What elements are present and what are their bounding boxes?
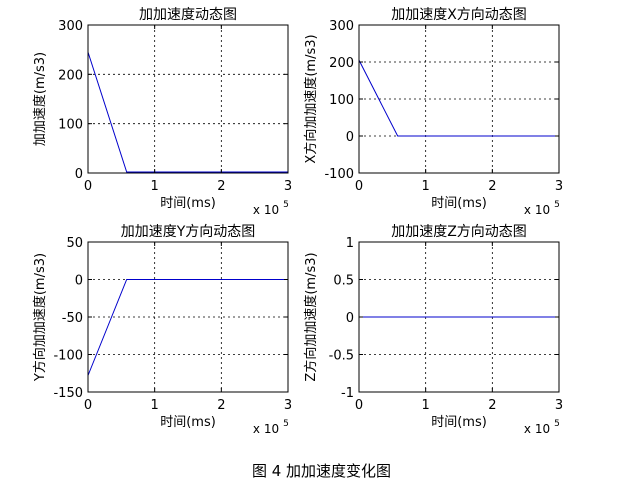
y-tick-label: 100 [58,118,83,133]
axes-box [87,24,289,174]
x-tick-label: 1 [422,179,430,194]
y-axis-label: Y方向加加速度(m/s3) [32,253,48,382]
x-tick-label: 3 [284,179,292,194]
y-tick-label: 300 [329,19,354,34]
x-tick-label: 3 [555,398,563,413]
x-tick-label: 1 [422,398,430,413]
y-tick-label: 0.5 [333,274,354,289]
chart-title: 加加速度Z方向动态图 [391,224,527,240]
x-exponent-label: x 10 [253,422,279,436]
y-tick-label: 200 [329,56,354,71]
x-axis-label: 时间(ms) [160,196,216,211]
x-tick-label: 2 [217,398,225,413]
x-tick-label: 2 [488,179,496,194]
y-tick-label: 100 [329,93,354,108]
chart-title: 加加速度Y方向动态图 [121,224,256,240]
x-tick-label: 0 [355,398,363,413]
y-tick-label: 300 [58,19,83,34]
x-exponent-power: 5 [283,419,289,429]
x-tick-label: 3 [555,179,563,194]
y-tick-label: 200 [58,68,83,83]
x-exponent-power: 5 [554,419,560,429]
y-tick-label: 0 [346,130,354,145]
plot-area [88,25,288,173]
y-axis-label: 加加速度(m/s3) [32,52,48,146]
x-exponent-power: 5 [283,200,289,210]
chart-title: 加加速度动态图 [139,7,237,23]
x-tick-label: 2 [488,398,496,413]
x-tick-label: 0 [84,179,92,194]
x-exponent-label: x 10 [524,203,550,217]
y-tick-label: -150 [53,386,83,401]
x-exponent-power: 5 [554,200,560,210]
x-tick-label: 0 [355,179,363,194]
y-tick-label: -100 [53,349,83,364]
figure-caption: 图 4 加加速度变化图 [251,462,392,480]
y-tick-label: 1 [346,236,354,251]
x-tick-label: 0 [84,398,92,413]
y-tick-label: -100 [324,167,354,182]
x-tick-label: 2 [217,179,225,194]
y-axis-label: X方向加加速度(m/s3) [303,34,319,163]
x-axis-label: 时间(ms) [160,415,216,430]
y-tick-label: -50 [62,311,83,326]
y-tick-label: -1 [341,386,354,401]
x-axis-label: 时间(ms) [431,415,487,430]
x-axis-label: 时间(ms) [431,196,487,211]
x-tick-label: 1 [151,179,159,194]
y-tick-label: 0 [75,274,83,289]
y-tick-label: 50 [66,236,83,251]
x-tick-label: 3 [284,398,292,413]
x-exponent-label: x 10 [253,203,279,217]
y-tick-label: 0 [346,311,354,326]
y-tick-label: 0 [75,167,83,182]
y-tick-label: -0.5 [329,349,354,364]
x-exponent-label: x 10 [524,422,550,436]
chart-title: 加加速度X方向动态图 [391,7,527,23]
y-axis-label: Z方向加加速度(m/s3) [303,252,319,381]
x-tick-label: 1 [151,398,159,413]
